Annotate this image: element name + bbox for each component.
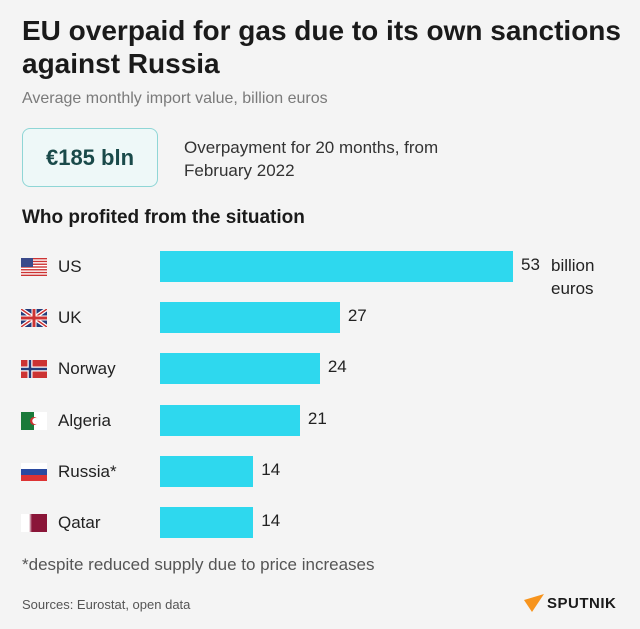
sputnik-logo-icon (524, 594, 544, 612)
value-label: 14 (261, 511, 281, 530)
qatar-flag-icon (21, 514, 47, 532)
value-label: 24 (327, 357, 347, 377)
bar-norway (160, 353, 320, 385)
value-unit-label: billion euros (551, 256, 595, 298)
algeria-flag-icon (21, 411, 47, 430)
value-label: 53 (521, 255, 540, 274)
sputnik-logo: SPUTNIK (524, 594, 616, 612)
logo-text: SPUTNIK (547, 594, 617, 612)
bar-qatar (160, 507, 254, 538)
total-badge: €185 bln (22, 128, 158, 187)
category-label: UK (58, 308, 82, 328)
footnote: *despite reduced supply due to price inc… (22, 555, 375, 574)
value-label: 21 (307, 408, 327, 428)
value-label: 14 (261, 459, 281, 479)
subtitle: Average monthly import value, billion eu… (22, 90, 328, 107)
norway-flag-icon (21, 360, 47, 379)
uk-flag-icon (19, 307, 49, 329)
category-label: Russia* (58, 461, 117, 481)
category-label: Algeria (58, 410, 111, 430)
source: Sources: Eurostat, open data (22, 597, 191, 612)
bar-us (160, 251, 513, 282)
category-label: US (58, 257, 82, 276)
us-flag-icon (21, 258, 47, 276)
category-label: Norway (58, 359, 116, 379)
badge-note: Overpayment for 20 months, from February… (184, 138, 439, 180)
section-title: Who profited from the situation (22, 207, 305, 228)
bar-uk (160, 302, 340, 334)
category-label: Qatar (58, 513, 101, 532)
value-label: 27 (347, 306, 367, 326)
page-title: EU overpaid for gas due to its own sanct… (22, 15, 621, 79)
bar-algeria (160, 404, 300, 436)
bar-russia (160, 455, 254, 487)
russia-flag-icon (21, 462, 47, 481)
